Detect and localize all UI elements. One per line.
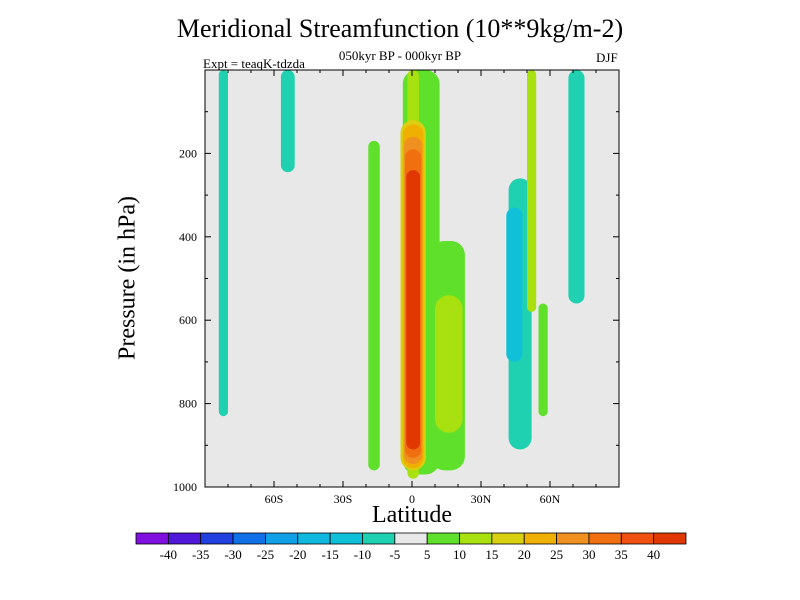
colorbar-label: 40 (647, 547, 660, 562)
colorbar-swatch (459, 532, 493, 545)
chart-title: Meridional Streamfunction (10**9kg/m-2) (176, 14, 624, 43)
colorbar-swatch (556, 532, 590, 545)
contour-region-8 (538, 303, 548, 417)
contour-region-11 (527, 70, 537, 312)
colorbar-swatch (232, 532, 266, 545)
experiment-label: Expt = teaqK-tdzda (203, 56, 305, 71)
colorbar-label: -35 (192, 547, 209, 562)
contour-region-1 (280, 70, 295, 173)
colorbar-swatch (426, 532, 460, 545)
contour-region-4 (506, 207, 523, 362)
y-tick-label: 200 (179, 146, 197, 160)
contour-region-5 (368, 140, 380, 471)
colorbar-label: -20 (289, 547, 306, 562)
colorbar-label: -25 (257, 547, 274, 562)
y-tick-label: 400 (179, 230, 197, 244)
colorbar-label: 5 (424, 547, 431, 562)
colorbar-swatch (588, 532, 622, 545)
colorbar-swatch (265, 532, 299, 545)
colorbar-label: -40 (160, 547, 177, 562)
contour-regions (218, 70, 585, 479)
contour-region-16 (406, 170, 421, 450)
colorbar-swatch (135, 532, 169, 545)
colorbar-label: -15 (321, 547, 338, 562)
x-tick-label: 30N (471, 492, 492, 506)
colorbar-label: 10 (453, 547, 466, 562)
colorbar-swatch (200, 532, 234, 545)
x-tick-label: 60S (265, 492, 284, 506)
contour-region-3 (568, 70, 585, 304)
colorbar-swatch (297, 532, 331, 545)
colorbar-label: 20 (518, 547, 531, 562)
colorbar-swatch (167, 532, 202, 545)
contour-region-9 (435, 295, 463, 433)
colorbar-label: -10 (354, 547, 371, 562)
season-label: DJF (596, 50, 618, 65)
colorbar-swatch (394, 532, 428, 545)
colorbar-label: 25 (550, 547, 563, 562)
colorbar-label: 15 (485, 547, 498, 562)
axis-ticks: 60S 30S 0 30N 60N 200 400 600 800 1000 (173, 70, 619, 506)
plot-area: 60S 30S 0 30N 60N 200 400 600 800 1000 (173, 69, 620, 506)
chart-subtitle: 050kyr BP - 000kyr BP (338, 48, 462, 63)
colorbar-swatch (523, 532, 557, 545)
colorbar-label: 35 (615, 547, 628, 562)
x-tick-label: 60N (540, 492, 561, 506)
colorbar-swatch (329, 532, 363, 545)
x-axis-label: Latitude (372, 502, 452, 528)
colorbar-swatch (491, 532, 525, 545)
y-tick-label: 1000 (173, 480, 197, 494)
x-tick-label: 0 (409, 492, 415, 506)
x-tick-label: 30S (334, 492, 353, 506)
colorbar-label: -30 (224, 547, 241, 562)
colorbar-swatch (620, 532, 655, 545)
colorbar-label: 30 (582, 547, 595, 562)
y-tick-label: 600 (179, 313, 197, 327)
contour-region-0 (218, 70, 228, 417)
colorbar-label: -5 (389, 547, 400, 562)
colorbar-swatch (362, 532, 396, 545)
colorbar-swatch (653, 532, 687, 545)
y-tick-label: 800 (179, 397, 197, 411)
